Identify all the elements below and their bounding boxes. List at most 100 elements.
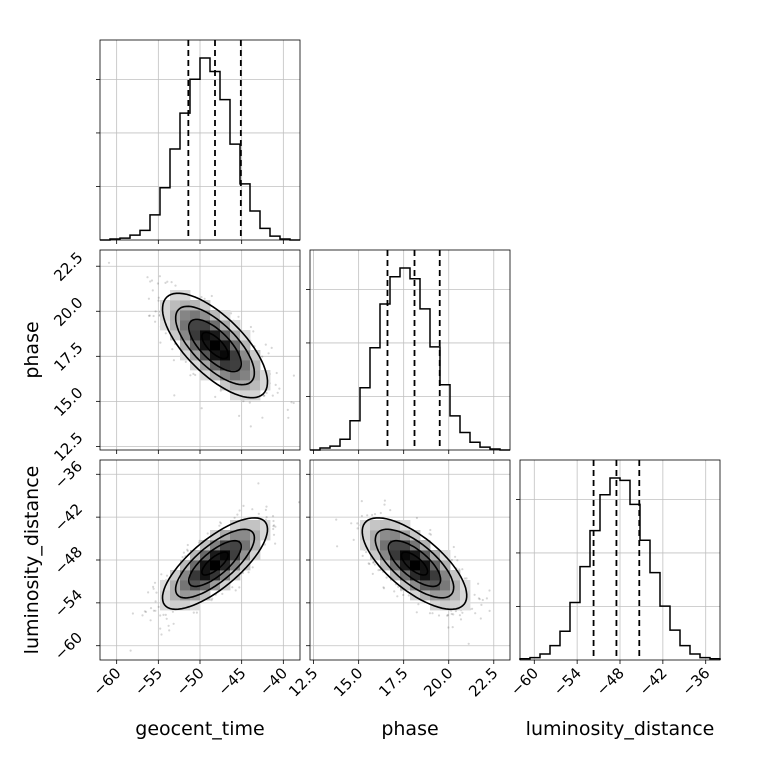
sample-point <box>257 482 260 485</box>
sample-point <box>402 593 405 597</box>
y-tick-label-phase-4: 22.5 <box>50 248 86 284</box>
density-cell <box>400 540 411 551</box>
density-cell <box>240 540 251 551</box>
density-cell <box>230 370 241 381</box>
sample-point <box>251 508 254 511</box>
sample-point <box>383 503 386 506</box>
x-tick-label-phase-2: 17.5 <box>375 664 411 700</box>
y-tick-label-phase-3: 20.0 <box>50 294 86 330</box>
sample-point <box>248 401 251 404</box>
density-cell <box>180 310 191 321</box>
x-tick-label-luminosity-distance-4: −36 <box>678 664 713 699</box>
sample-point <box>458 614 461 617</box>
density-cell <box>250 520 261 531</box>
sample-point <box>454 610 457 613</box>
density-cell <box>390 520 401 531</box>
density-cell <box>240 360 251 371</box>
sample-point <box>189 374 192 377</box>
sample-point <box>249 325 252 329</box>
density-cell <box>360 530 371 541</box>
density-cell <box>230 340 241 351</box>
x-axis-label-phase: phase <box>381 718 438 740</box>
density-cell <box>210 530 221 541</box>
sample-point <box>373 513 377 516</box>
sample-point <box>272 527 275 531</box>
sample-point <box>152 585 155 589</box>
contours-layer <box>161 292 468 611</box>
sample-point <box>275 371 278 375</box>
sample-point <box>272 525 275 528</box>
sample-point <box>164 281 167 284</box>
density-cell <box>170 570 181 581</box>
sample-point <box>147 591 150 594</box>
density-cell <box>210 370 221 381</box>
density-cell <box>180 290 191 301</box>
density-cell <box>450 600 461 611</box>
x-tick-label-geocent-time-0: −60 <box>89 664 124 699</box>
x-axis-label-geocent-time: geocent_time <box>135 718 264 740</box>
sample-point <box>192 611 195 614</box>
x-tick-label-luminosity-distance-1: −54 <box>550 664 585 699</box>
x-tick-label-geocent-time-3: −45 <box>214 664 249 699</box>
density-cell <box>260 380 271 391</box>
sample-point <box>473 593 476 596</box>
density-cell <box>240 550 251 561</box>
density-cell <box>390 530 401 541</box>
sample-point <box>181 556 184 559</box>
sample-point <box>195 611 198 614</box>
sample-point <box>147 297 150 300</box>
sample-point <box>160 633 163 636</box>
density-cell <box>360 520 371 531</box>
density-cell <box>160 300 171 311</box>
sample-point <box>385 576 388 579</box>
density-cell <box>200 540 211 551</box>
sample-point <box>451 626 454 629</box>
sample-point <box>237 315 240 318</box>
sample-point <box>165 617 168 620</box>
sample-point <box>270 346 273 349</box>
density-cell <box>380 540 391 551</box>
density-cell <box>190 570 201 581</box>
sample-point <box>461 611 464 614</box>
sample-point <box>233 516 236 519</box>
sample-point <box>159 341 162 344</box>
sample-point <box>218 524 221 527</box>
sample-point <box>206 532 209 535</box>
sample-point <box>129 649 132 652</box>
grid-layer <box>100 40 720 660</box>
sample-point <box>450 612 453 616</box>
sample-point <box>478 598 481 601</box>
density-cell <box>440 580 451 591</box>
sample-point <box>383 499 386 502</box>
x-tick-label-geocent-time-1: −55 <box>131 664 166 699</box>
density-cell <box>410 590 421 601</box>
sample-point <box>366 514 369 517</box>
density-cell <box>180 560 191 571</box>
contour-luminosity-distance-vs-geocent-time-0 <box>201 551 229 576</box>
contour-luminosity-distance-vs-geocent-time-3 <box>161 517 269 611</box>
sample-point <box>149 280 152 283</box>
sample-point <box>447 626 450 629</box>
density-cell <box>410 580 421 591</box>
sample-point <box>463 577 466 580</box>
sample-point <box>157 605 160 609</box>
density-cell <box>240 520 251 531</box>
y-axis-label-phase: phase <box>21 321 43 378</box>
density-cell <box>450 570 461 581</box>
density-cell <box>190 580 201 591</box>
sample-point <box>148 314 151 317</box>
sample-point <box>415 516 418 520</box>
contour-phase-vs-geocent-time-0 <box>201 331 229 360</box>
density-cell <box>250 540 261 551</box>
density-cell <box>460 590 471 601</box>
density-cell <box>170 300 181 311</box>
sample-point <box>149 619 152 622</box>
sample-point <box>171 348 174 351</box>
density-cell <box>250 390 261 401</box>
density-cell <box>370 540 381 551</box>
histogram-luminosity-distance <box>519 477 721 660</box>
sample-point <box>214 395 217 398</box>
contour-luminosity-distance-vs-geocent-time-1 <box>188 539 242 588</box>
density-cell <box>220 370 231 381</box>
